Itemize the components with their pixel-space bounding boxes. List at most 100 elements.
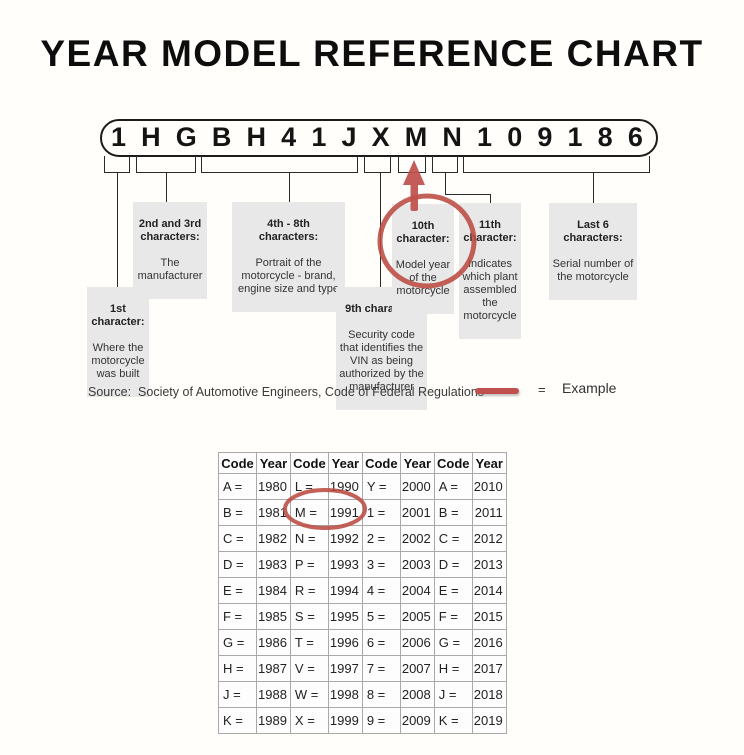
bracket-1st-char	[104, 156, 130, 173]
bracket-last-6	[463, 156, 650, 173]
year-cell: 2018	[471, 681, 507, 708]
callout-4th-8th-characters: 4th - 8th characters: Portrait of the mo…	[232, 202, 345, 312]
vin-char-8: X	[371, 121, 390, 152]
code-cell: J =	[433, 681, 473, 708]
code-cell: E =	[218, 577, 257, 604]
bracket-11th-char	[432, 156, 458, 173]
year-cell: 1997	[327, 655, 363, 682]
year-cell: 2007	[399, 655, 435, 682]
year-cell: 2012	[471, 525, 507, 552]
year-cell: 1988	[256, 681, 291, 708]
year-cell: 2014	[471, 577, 507, 604]
vin-char-0: 1	[111, 121, 127, 152]
vin-char-5: 4	[281, 121, 297, 152]
code-cell: V =	[289, 655, 329, 682]
vin-char-14: 1	[567, 121, 583, 152]
table-row: G = 1986 T = 1996 6 = 2006 G = 2016	[218, 629, 507, 656]
connector-line-11th-b	[444, 193, 491, 195]
year-cell: 2008	[399, 681, 435, 708]
year-cell: 1990	[327, 473, 363, 500]
code-cell: Y =	[361, 473, 401, 500]
code-cell: B =	[433, 499, 473, 526]
year-cell: 1998	[327, 681, 363, 708]
code-cell: C =	[433, 525, 473, 552]
vin-char-1: H	[141, 121, 161, 152]
connector-line-2nd-3rd	[165, 172, 167, 202]
table-row: H = 1987 V = 1997 7 = 2007 H = 2017	[218, 655, 507, 682]
year-cell: 2005	[399, 603, 435, 630]
code-cell: 3 =	[361, 551, 401, 578]
table-row: D = 1983 P = 1993 3 = 2003 D = 2013	[218, 551, 507, 578]
year-cell: 1980	[256, 473, 291, 500]
example-label: Example	[562, 380, 617, 396]
callout-2nd-3rd-characters: 2nd and 3rd characters: The manufacturer	[133, 202, 207, 299]
year-cell: 2017	[471, 655, 507, 682]
code-cell: L =	[289, 473, 329, 500]
year-cell: 2003	[399, 551, 435, 578]
year-cell: 1981	[256, 499, 291, 526]
year-cell: 2004	[399, 577, 435, 604]
code-cell: 5 =	[361, 603, 401, 630]
vin-char-15: 8	[597, 121, 613, 152]
code-cell: N =	[289, 525, 329, 552]
page-title: YEAR MODEL REFERENCE CHART	[40, 33, 704, 74]
code-cell: K =	[433, 707, 473, 734]
table-row: B = 1981 M = 1991 1 = 2001 B = 2011	[218, 499, 507, 526]
year-cell: 1993	[327, 551, 363, 578]
year-cell: 1995	[327, 603, 363, 630]
table-header-year: Year	[399, 452, 435, 474]
callout-9th-body: Security code that identifies the VIN as…	[339, 329, 424, 393]
code-cell: R =	[289, 577, 329, 604]
table-row: F = 1985 S = 1995 5 = 2005 F = 2015	[218, 603, 507, 630]
year-cell: 1985	[256, 603, 291, 630]
year-cell: 1983	[256, 551, 291, 578]
code-cell: 2 =	[361, 525, 401, 552]
year-cell: 1999	[327, 707, 363, 734]
source-text: Source: Society of Automotive Engineers,…	[88, 385, 485, 399]
year-cell: 1992	[327, 525, 363, 552]
code-cell: 1 =	[361, 499, 401, 526]
code-cell: H =	[218, 655, 257, 682]
table-row: J = 1988 W = 1998 8 = 2008 J = 2018	[218, 681, 507, 708]
bracket-4th-8th	[201, 156, 358, 173]
bracket-2nd-3rd	[136, 156, 196, 173]
connector-line-11th-c	[489, 193, 491, 204]
year-cell: 2013	[471, 551, 507, 578]
code-cell: X =	[289, 707, 329, 734]
code-cell: H =	[433, 655, 473, 682]
vin-char-11: 1	[477, 121, 493, 152]
callout-10th-heading: 10th character:	[396, 220, 450, 245]
connector-line-9th	[379, 172, 381, 287]
vin-char-9: M	[404, 121, 428, 152]
callout-2nd-3rd-heading: 2nd and 3rd characters:	[138, 218, 202, 243]
code-cell: C =	[218, 525, 257, 552]
example-red-line	[475, 388, 519, 394]
code-cell: 6 =	[361, 629, 401, 656]
callout-last-6-body: Serial number of the motorcycle	[552, 258, 634, 283]
vin-char-6: 1	[311, 121, 327, 152]
year-cell: 1987	[256, 655, 291, 682]
callout-2nd-3rd-body: The manufacturer	[137, 257, 203, 282]
year-cell: 2019	[471, 707, 507, 734]
example-equals: =	[538, 382, 546, 397]
code-cell: D =	[218, 551, 257, 578]
table-row: C = 1982 N = 1992 2 = 2002 C = 2012	[218, 525, 507, 552]
code-cell: G =	[433, 629, 473, 656]
code-cell: F =	[218, 603, 257, 630]
code-cell: 8 =	[361, 681, 401, 708]
callout-11th-body: Indicates which plant assembled the moto…	[462, 258, 518, 322]
callout-4th-8th-heading: 4th - 8th characters:	[258, 218, 319, 243]
vin-char-4: H	[246, 121, 267, 152]
year-cell: 2009	[399, 707, 435, 734]
year-cell: 1984	[256, 577, 291, 604]
code-cell: E =	[433, 577, 473, 604]
vin-char-3: B	[211, 121, 232, 152]
year-cell: 1996	[327, 629, 363, 656]
callout-11th-heading: 11th character:	[463, 219, 517, 244]
callout-last-6-characters: Last 6 characters: Serial number of the …	[549, 203, 637, 300]
table-header-code: Code	[289, 452, 329, 474]
table-header-year: Year	[327, 452, 363, 474]
callout-10th-body: Model year of the motorcycle	[395, 259, 451, 297]
year-cell: 2015	[471, 603, 507, 630]
year-cell: 2001	[399, 499, 435, 526]
